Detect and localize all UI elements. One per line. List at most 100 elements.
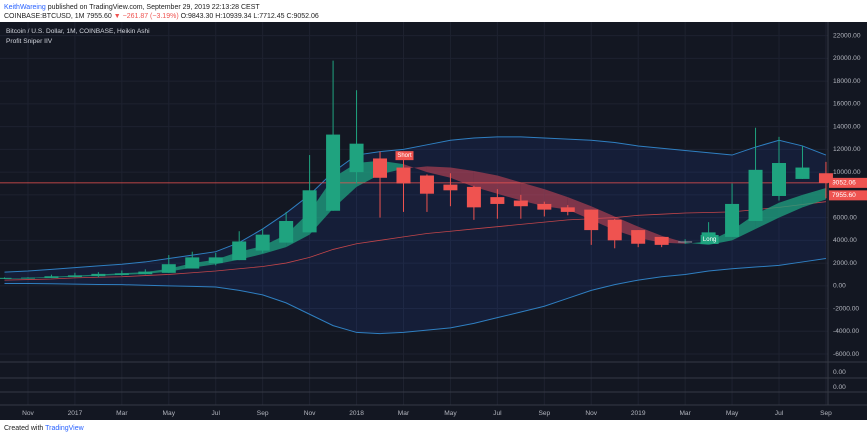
x-tick-label: Jul <box>493 410 502 417</box>
footer-brand[interactable]: TradingView <box>45 425 84 432</box>
x-tick-label: May <box>726 410 739 417</box>
x-tick-label: Jul <box>212 410 221 417</box>
cloud-segment <box>426 166 451 178</box>
candle-body <box>654 236 669 245</box>
candle-body <box>607 219 622 241</box>
cloud-segment <box>520 182 545 207</box>
x-tick-label: Nov <box>22 410 34 417</box>
candle-body <box>419 175 434 194</box>
cloud-segment <box>755 202 780 229</box>
candle-body <box>725 203 740 237</box>
x-tick-label: Nov <box>304 410 316 417</box>
candle-body <box>302 190 317 233</box>
header-line: KeithWareing published on TradingView.co… <box>4 4 260 11</box>
candle-body <box>279 220 294 243</box>
candle-body <box>44 276 59 278</box>
y-tick-label: 6000.00 <box>833 214 857 221</box>
cloud-segment <box>497 175 521 201</box>
cloud-segment <box>779 194 803 218</box>
x-tick-label: May <box>163 410 176 417</box>
x-tick-label: Mar <box>116 410 128 417</box>
x-tick-label: Mar <box>398 410 410 417</box>
ohlc: O:9843.30 H:10939.34 L:7712.45 C:9052.06 <box>181 13 319 20</box>
candle-body <box>678 241 693 243</box>
annotation: Short <box>397 153 412 159</box>
candle-body <box>748 169 763 221</box>
y-tick-label: -6000.00 <box>833 351 859 358</box>
pane-tick-label: 0.00 <box>833 369 846 376</box>
y-tick-label: -2000.00 <box>833 305 859 312</box>
candle-body <box>255 234 270 251</box>
candle-body <box>396 167 411 184</box>
y-tick-label: 22000.00 <box>833 32 861 39</box>
x-tick-label: Sep <box>538 410 550 417</box>
price-tag: 7955.60 <box>832 192 856 199</box>
x-tick-label: Mar <box>679 410 691 417</box>
chart-title: Bitcoin / U.S. Dollar, 1M, COINBASE, Hei… <box>6 28 150 35</box>
x-tick-label: Sep <box>257 410 269 417</box>
x-tick-label: 2019 <box>631 410 646 417</box>
y-tick-label: 10000.00 <box>833 169 861 176</box>
y-tick-label: 12000.00 <box>833 146 861 153</box>
footer: Created with TradingView <box>4 425 85 432</box>
price-tag-bg <box>829 177 867 188</box>
candle-body <box>443 184 458 191</box>
candle-body <box>349 143 364 173</box>
x-tick-label: Sep <box>820 410 832 417</box>
x-tick-label: 2017 <box>68 410 83 417</box>
band-lower <box>4 258 827 335</box>
candle-body <box>0 277 12 279</box>
author[interactable]: KeithWareing <box>4 4 46 11</box>
band-mid <box>4 201 826 281</box>
candle-body <box>772 163 787 196</box>
x-tick-label: 2018 <box>349 410 364 417</box>
price-tag: 9052.06 <box>832 180 856 187</box>
symbol: COINBASE:BTCUSD, 1M <box>4 13 85 20</box>
y-tick-label: 18000.00 <box>833 78 861 85</box>
annotation-bg <box>700 234 719 244</box>
candle-body <box>208 257 223 264</box>
y-tick-label: 14000.00 <box>833 123 861 130</box>
candle-body <box>537 203 552 210</box>
candle-body <box>490 197 505 204</box>
cloud-segment <box>450 167 474 187</box>
indicator-name: Profit Sniper IIV <box>6 38 53 45</box>
candle-body <box>326 134 341 211</box>
annotation: Long <box>703 237 716 243</box>
y-tick-label: 20000.00 <box>833 55 861 62</box>
published: published on TradingView.com, September … <box>48 4 261 11</box>
candle-body <box>20 277 35 279</box>
candle-body <box>584 209 599 231</box>
price-tag-bg <box>829 190 867 201</box>
candle-body <box>67 275 82 278</box>
y-tick-label: 16000.00 <box>833 101 861 108</box>
y-tick-label: -4000.00 <box>833 328 859 335</box>
symbol-line: COINBASE:BTCUSD, 1M 7955.60 ▼ −261.87 (−… <box>4 13 319 20</box>
candle-body <box>513 200 528 207</box>
footer-text: Created with <box>4 425 43 432</box>
plot: -6000.00 -4000.00 -2000.00 0.00 2000.00 4000.… <box>0 22 867 417</box>
candle-body <box>138 271 153 275</box>
cloud-segment <box>802 188 826 208</box>
x-tick-label: May <box>444 410 457 417</box>
pane-tick-label: 0.00 <box>833 384 846 391</box>
candle-body <box>114 273 129 276</box>
candle-body <box>631 230 646 244</box>
change: ▼ −261.87 (−3.19%) <box>114 13 179 20</box>
candle-body <box>373 158 388 178</box>
price: 7955.60 <box>86 13 111 20</box>
candle-body <box>185 257 200 269</box>
candle-body <box>795 167 810 179</box>
candle-body <box>466 186 481 208</box>
candle-body <box>91 273 106 277</box>
candle-body <box>161 264 176 273</box>
x-tick-label: Nov <box>585 410 597 417</box>
y-tick-label: 2000.00 <box>833 260 857 267</box>
y-tick-label: 4000.00 <box>833 237 857 244</box>
y-tick-label: 0.00 <box>833 283 846 290</box>
annotation-bg <box>395 151 414 161</box>
x-tick-label: Jul <box>775 410 784 417</box>
candle-body <box>818 173 833 183</box>
candle-body <box>560 207 575 212</box>
band-upper <box>4 136 827 273</box>
